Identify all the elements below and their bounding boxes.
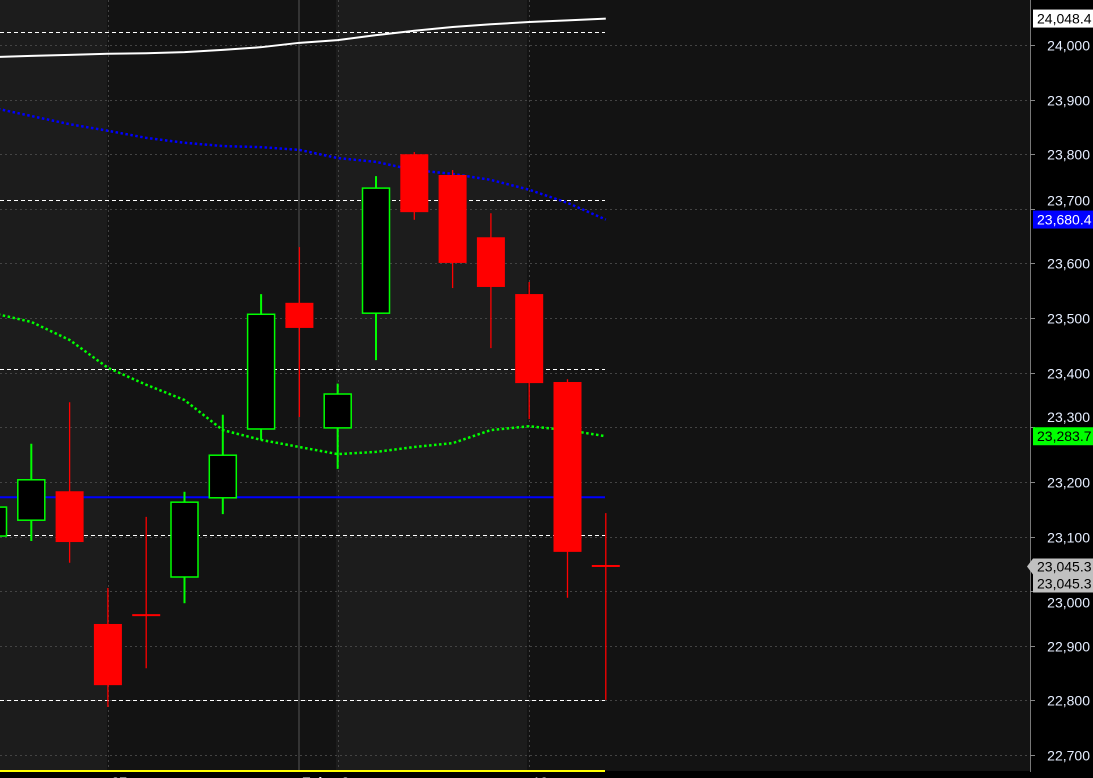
y-tick-label: 23,000 (1047, 594, 1090, 610)
week-band (0, 0, 107, 771)
price-tag-bg (1033, 9, 1093, 28)
candle-body (93, 623, 122, 686)
price-tags: 24,048.4 23,680.4 23,283.7 23,045.323,045.3 (1027, 9, 1093, 593)
y-tick-label: 23,900 (1047, 93, 1090, 109)
horizontal-levels (0, 32, 605, 772)
candle-body (55, 491, 84, 543)
y-tick-label: 22,800 (1047, 693, 1090, 709)
candle-body (323, 393, 352, 429)
price-tag-bg (1033, 210, 1093, 229)
moving-averages (0, 17, 607, 456)
candle-body (400, 154, 429, 213)
y-tick-label: 23,400 (1047, 366, 1090, 382)
moving-average-line (0, 17, 606, 58)
moving-average-line (0, 313, 606, 456)
last-price-label: 23,045.3 (1037, 558, 1092, 574)
week-band (527, 0, 1030, 771)
moving-average-line (0, 108, 607, 221)
candle-body (591, 564, 620, 567)
x-tick-label: 3 (342, 774, 350, 778)
candle-body (553, 382, 582, 552)
candle-body (515, 294, 544, 384)
plot-background (0, 0, 1030, 771)
price-tag-label: 24,048.4 (1037, 11, 1092, 27)
time-axis-labels: 27 Feb 3 10 (112, 774, 549, 778)
week-band (336, 0, 527, 771)
y-tick-label: 23,500 (1047, 311, 1090, 327)
time-axis[interactable] (0, 772, 1031, 778)
y-tick-label: 23,800 (1047, 147, 1090, 163)
candle-body (170, 501, 199, 578)
x-tick-label: 27 (112, 774, 128, 778)
price-axis-labels: 24,000 23,900 23,800 23,700 23,600 23,500 23,4… (1030, 38, 1090, 764)
price-axis[interactable] (1031, 0, 1093, 778)
last-price-label: 23,045.3 (1037, 575, 1092, 591)
candles (0, 152, 620, 707)
y-tick-label: 22,700 (1047, 748, 1090, 764)
price-tag-label: 23,680.4 (1037, 212, 1092, 228)
candle-body (285, 302, 314, 328)
y-tick-label: 24,000 (1047, 38, 1090, 54)
candle-body (476, 237, 505, 287)
x-tick-label: 10 (533, 774, 549, 778)
y-tick-label: 23,300 (1047, 409, 1090, 425)
candle-body (246, 313, 276, 430)
y-tick-label: 23,700 (1047, 193, 1090, 209)
x-tick-label: Feb (302, 774, 327, 778)
week-band (107, 0, 336, 771)
last-price-tag-bg (1027, 558, 1093, 593)
y-tick-label: 22,900 (1047, 639, 1090, 655)
price-tag-label: 23,283.7 (1037, 428, 1092, 444)
candle-body (17, 479, 46, 521)
candle-body (438, 174, 467, 263)
price-tag-bg (1033, 427, 1093, 446)
candle-body (0, 506, 8, 537)
y-tick-label: 23,200 (1047, 475, 1090, 491)
candle-body (361, 187, 391, 314)
candle-body (208, 454, 238, 499)
y-tick-label: 23,100 (1047, 530, 1090, 546)
y-tick-label: 23,600 (1047, 256, 1090, 272)
candle-body (132, 614, 161, 617)
